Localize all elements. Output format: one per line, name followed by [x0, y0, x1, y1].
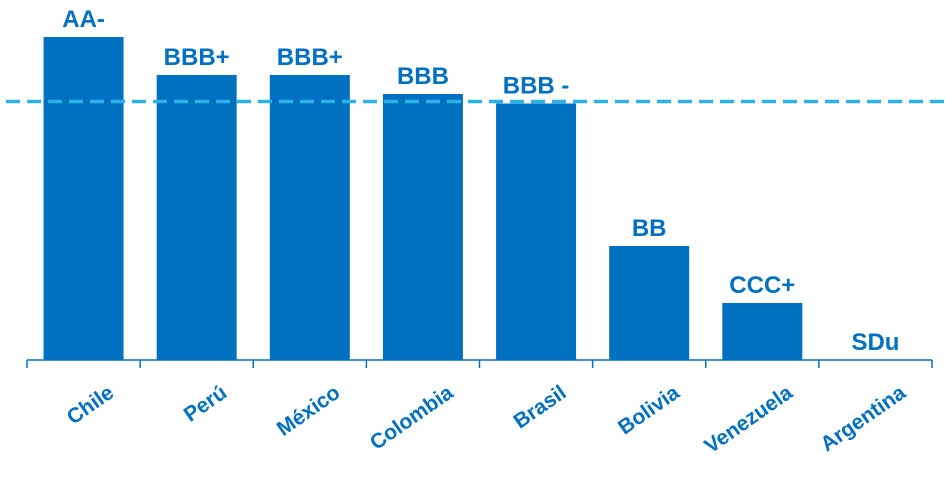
x-axis-category-labels: Chile Perú México Colombia Brasil Bolivia Vene… [63, 381, 910, 458]
category-label-venezuela: Venezuela [700, 381, 797, 458]
category-label-mexico: México [273, 381, 345, 441]
bar-colombia [382, 94, 463, 360]
bar-brasil [496, 103, 577, 360]
category-label-peru: Perú [180, 381, 231, 427]
bar-venezuela [722, 303, 803, 360]
category-label-colombia: Colombia [366, 381, 458, 455]
data-label-argentina: SDu [851, 329, 899, 356]
data-label-chile: AA- [62, 6, 105, 33]
data-label-colombia: BBB [397, 63, 449, 90]
bar-peru [156, 75, 237, 360]
data-label-mexico: BBB+ [277, 44, 343, 71]
category-label-chile: Chile [63, 381, 118, 429]
data-label-bolivia: BB [632, 215, 667, 242]
bar-mexico [269, 75, 350, 360]
data-label-venezuela: CCC+ [729, 272, 795, 299]
bar-chile [43, 37, 124, 360]
category-label-brasil: Brasil [510, 381, 571, 433]
bar-bolivia [609, 246, 690, 360]
x-axis-ticks [26, 360, 933, 368]
data-label-peru: BBB+ [164, 44, 230, 71]
bars-layer [43, 37, 803, 360]
data-labels-layer: AA- BBB+ BBB+ BBB BBB - BB CCC+ SDu [62, 6, 899, 356]
data-label-brasil: BBB - [503, 73, 570, 100]
category-label-bolivia: Bolivia [614, 381, 684, 440]
category-label-argentina: Argentina [816, 381, 910, 456]
